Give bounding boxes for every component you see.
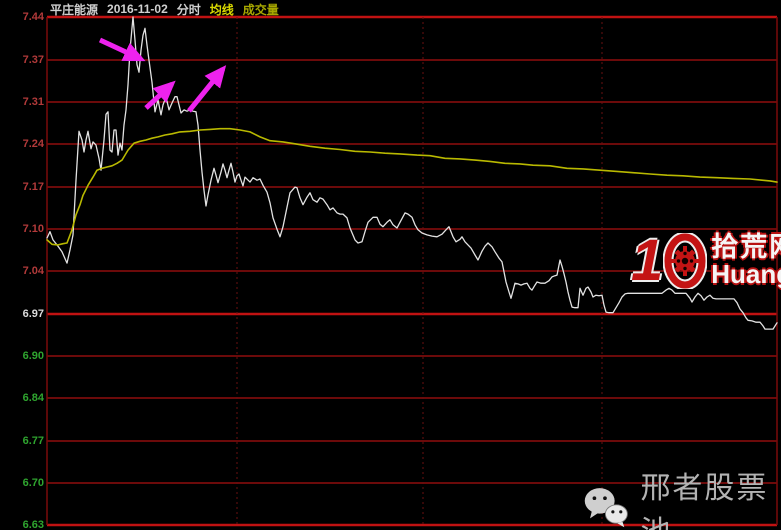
y-axis-label-6.90: 6.90 [22, 350, 44, 362]
watermark-domain: Huang.CN [711, 259, 781, 289]
price-line [46, 16, 778, 330]
chart-date: 2016-11-02 [107, 2, 168, 16]
wechat-icon [584, 488, 628, 528]
ma-line [46, 127, 778, 246]
annotation-arrow [98, 37, 146, 62]
stock-name: 平庄能源 [50, 2, 99, 17]
y-axis-label-7.31: 7.31 [22, 96, 44, 108]
wechat-account-name: 邢者股票池 [640, 472, 769, 530]
annotation-arrow [144, 80, 176, 110]
chart-header: 平庄能源 2016-11-02 分时 均线 成交量 [50, 1, 279, 17]
legend-volume-label: 成交量 [242, 2, 279, 17]
y-axis-label-6.70: 6.70 [22, 477, 44, 489]
y-axis-label-6.84: 6.84 [22, 392, 44, 404]
legend-ma-label: 均线 [209, 2, 234, 17]
y-axis-label-7.24: 7.24 [22, 138, 44, 150]
watermark-number: 1 [631, 228, 664, 293]
wechat-footer: 邢者股票池 [583, 463, 781, 530]
site-watermark: 1 [631, 228, 781, 293]
y-axis-label-6.97: 6.97 [22, 308, 44, 320]
y-axis-label-6.63: 6.63 [22, 519, 44, 530]
y-axis-label-7.37: 7.37 [22, 54, 44, 66]
period-label: 分时 [176, 2, 201, 17]
watermark-site-name: 拾荒网 [711, 232, 781, 262]
y-axis-label-7.44: 7.44 [22, 11, 44, 23]
annotation-arrow [187, 65, 227, 113]
y-axis-label-6.77: 6.77 [22, 435, 44, 447]
y-axis-label-7.10: 7.10 [22, 223, 44, 235]
y-axis-label-7.04: 7.04 [22, 265, 44, 277]
y-axis-label-7.17: 7.17 [22, 181, 44, 193]
gear-icon [663, 233, 708, 289]
